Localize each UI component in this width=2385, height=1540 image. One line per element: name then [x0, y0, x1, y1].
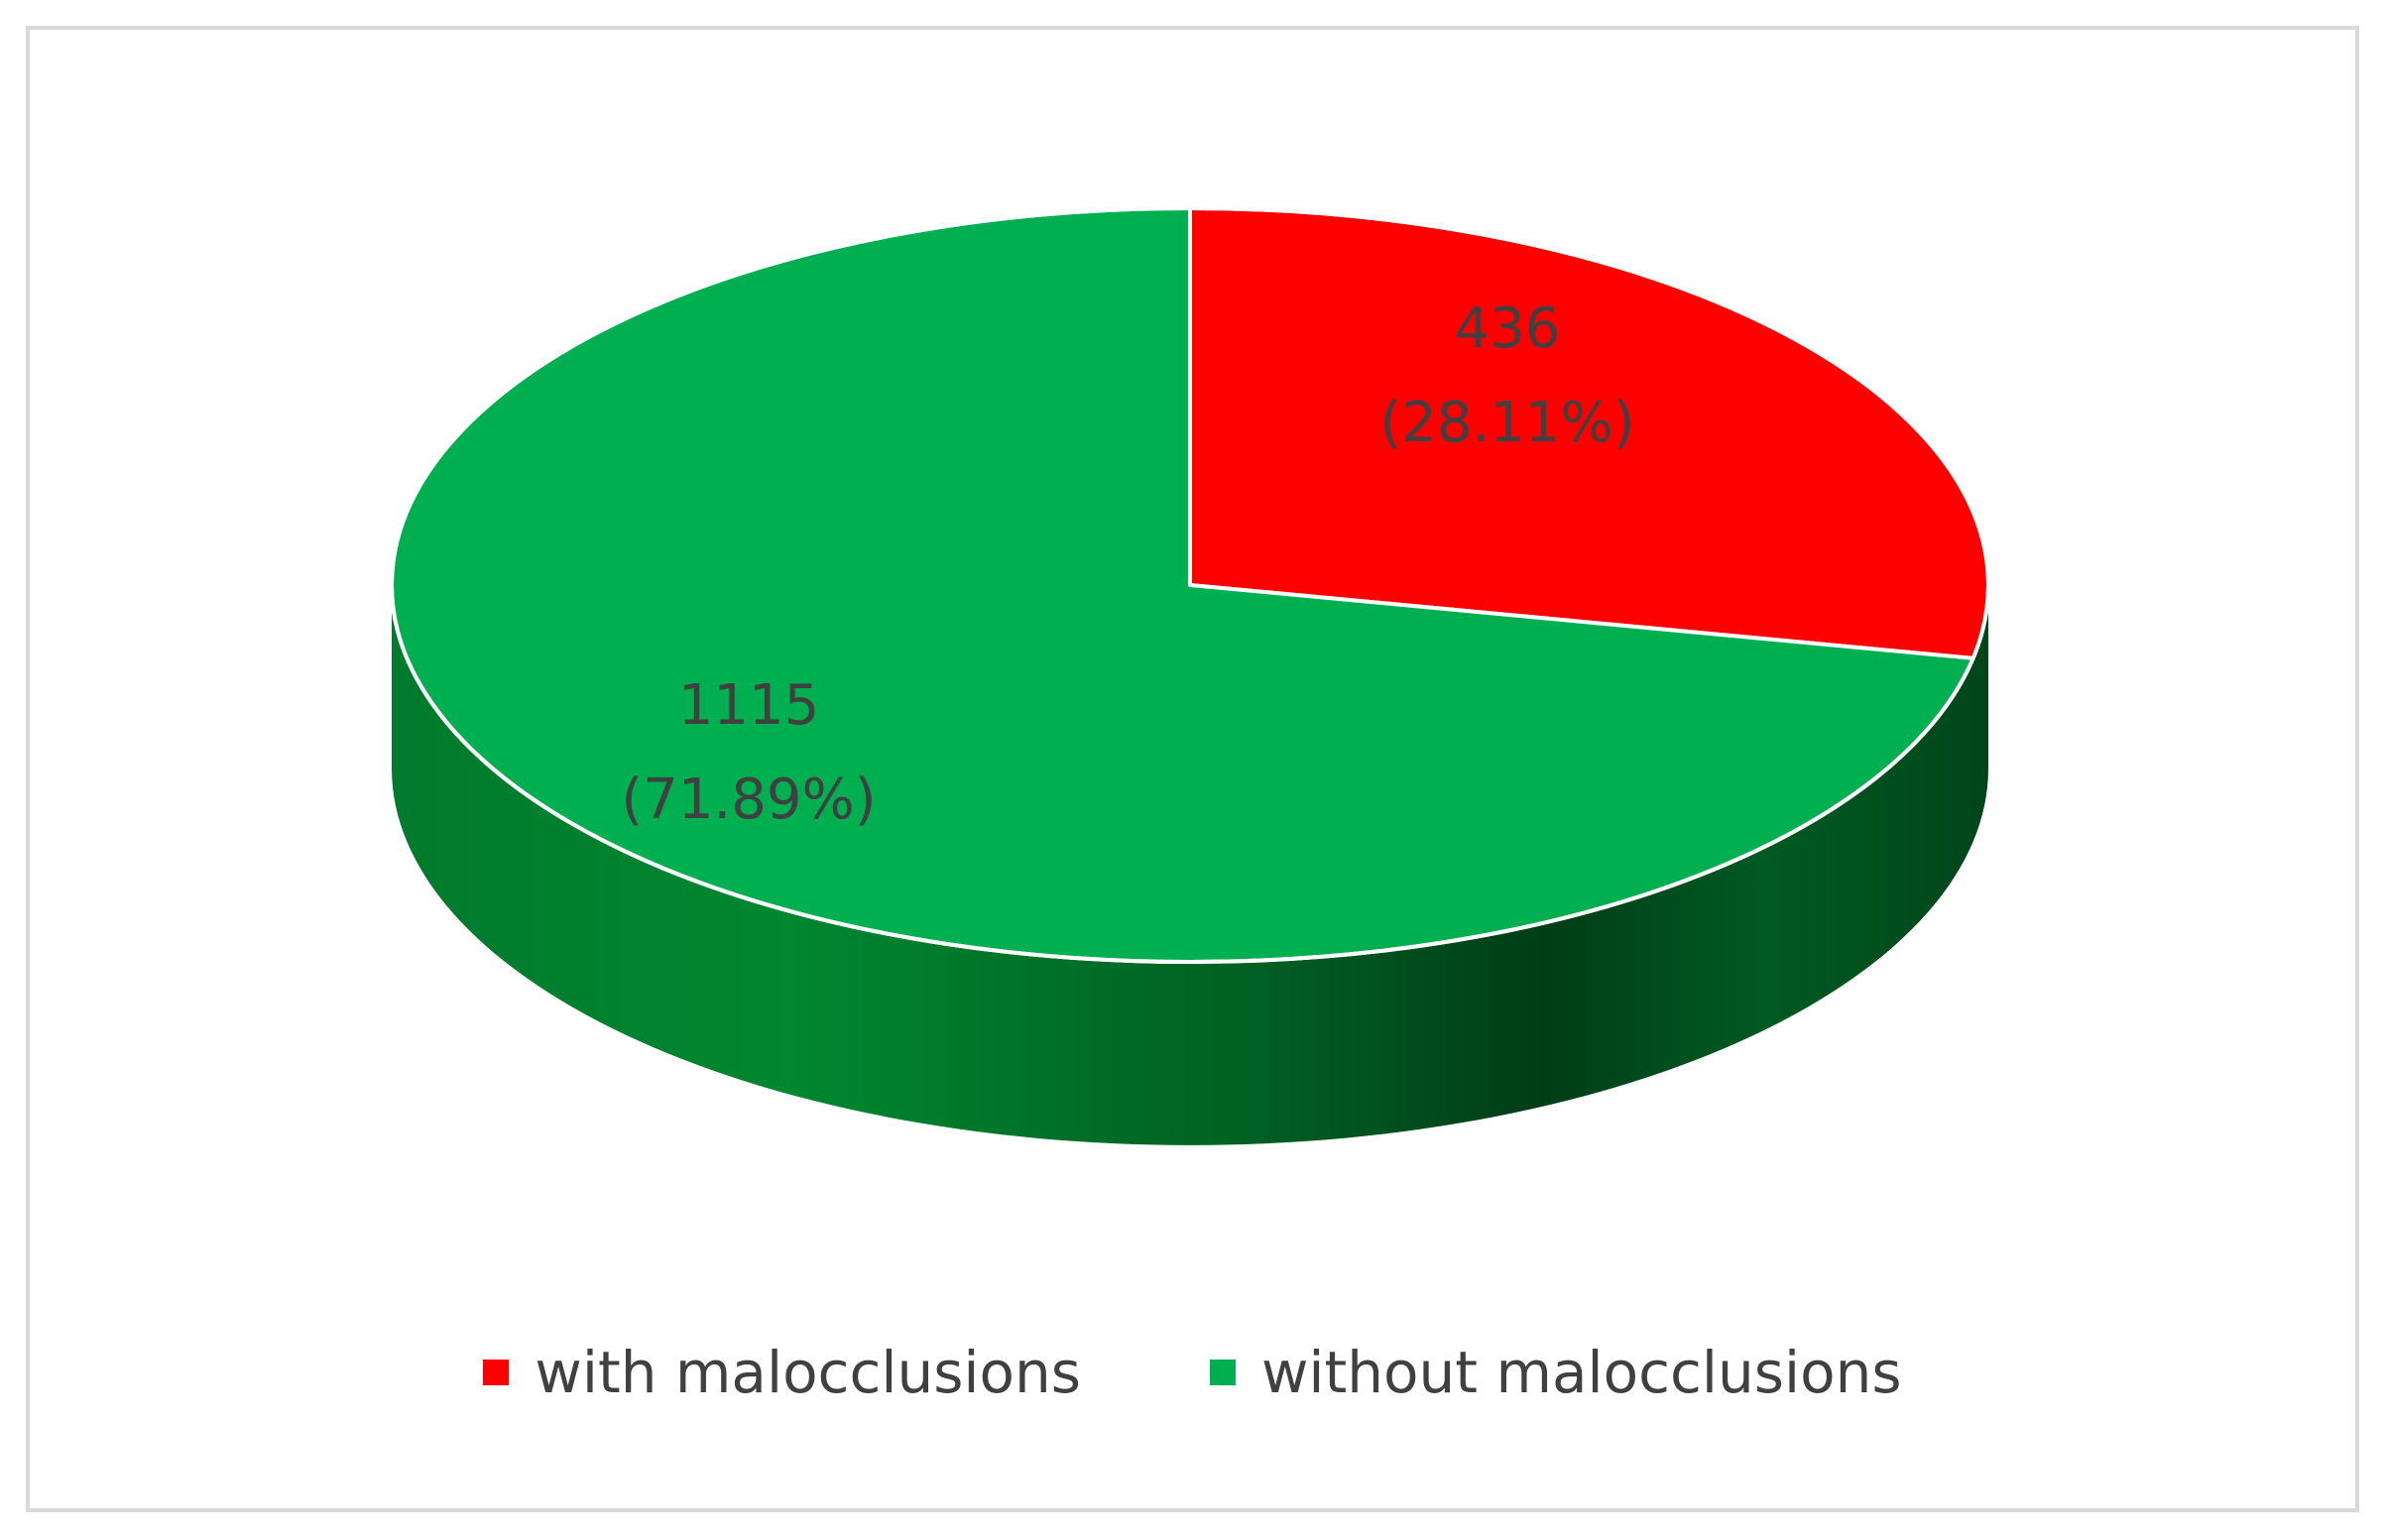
data-label-percent: (28.11%): [1379, 391, 1634, 455]
legend-item-without-malocclusions: without malocclusions: [1210, 1339, 1902, 1406]
data-label-value: 1115: [678, 673, 820, 738]
pie-top-rim: [390, 206, 1990, 964]
pie-side-wall: [392, 585, 1988, 1145]
legend-label: with malocclusions: [535, 1339, 1081, 1406]
legend-item-with-malocclusions: with malocclusions: [483, 1339, 1081, 1406]
data-label-value: 436: [1455, 296, 1561, 361]
legend-swatch-red: [483, 1360, 510, 1385]
data-label-percent: (71.89%): [621, 768, 876, 832]
legend: with malocclusions without malocclusions: [0, 1339, 2385, 1406]
legend-swatch-green: [1210, 1360, 1236, 1385]
legend-label: without malocclusions: [1261, 1339, 1902, 1406]
